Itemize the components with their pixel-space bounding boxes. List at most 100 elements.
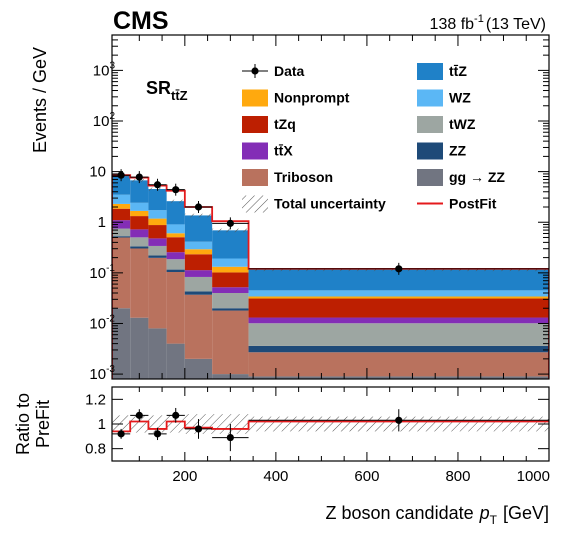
data-marker-6 <box>395 265 403 273</box>
bar-twz-bin-3 <box>166 259 185 270</box>
legend-item-left-0: Data <box>242 63 305 79</box>
legend-hatch-swatch <box>242 195 268 213</box>
legend-label: tt̄X <box>274 142 293 158</box>
bar-ggzz-bin-3 <box>166 343 185 379</box>
bar-wz-bin-5 <box>212 258 249 267</box>
ratio-marker-1 <box>135 411 143 419</box>
bar-zz-bin-5 <box>212 308 249 311</box>
series-triboson <box>112 237 549 377</box>
bar-twz-bin-4 <box>184 276 213 292</box>
bar-twz-bin-2 <box>148 245 167 256</box>
legend-item-right-0: tt̄Z <box>417 63 467 80</box>
bar-tzq-bin-1 <box>130 216 149 230</box>
legend-item-left-2: tZq <box>242 116 296 133</box>
bar-nonprompt-bin-0 <box>112 203 131 209</box>
bar-triboson-bin-3 <box>166 271 185 344</box>
y-tick-label-0: 10-3 <box>89 364 115 383</box>
ratio-y-axis-title-line1: Ratio to <box>13 393 33 455</box>
bar-tzq-bin-2 <box>148 225 167 239</box>
x-tick-label-2: 600 <box>354 468 379 485</box>
x-tick-label-0: 200 <box>172 468 197 485</box>
bar-wz-bin-6 <box>248 290 549 297</box>
uncertainty-bin-3 <box>166 199 185 203</box>
legend-swatch <box>242 142 268 160</box>
data-marker-4 <box>194 203 203 211</box>
legend-swatch <box>417 169 443 186</box>
y-tick-label-2: 10-1 <box>89 263 115 282</box>
bar-zz-bin-0 <box>112 236 131 238</box>
data-point-5 <box>212 217 249 230</box>
series-twz <box>112 228 549 346</box>
region-label: SRtt̄Z <box>146 78 188 103</box>
bar-nonprompt-bin-3 <box>166 233 185 238</box>
data-point-6 <box>248 262 549 275</box>
legend-item-right-3: ZZ <box>417 142 467 160</box>
bar-twz-bin-1 <box>130 237 149 247</box>
legend-swatch <box>417 63 443 80</box>
ratio-data-point-5 <box>212 424 249 452</box>
bar-ttz-bin-1 <box>130 180 149 203</box>
bar-tzq-bin-5 <box>212 272 249 288</box>
legend-label: tZq <box>274 116 296 132</box>
bar-triboson-bin-5 <box>212 310 249 375</box>
legend-label: PostFit <box>449 196 497 212</box>
legend-label: Triboson <box>274 169 333 185</box>
data-point-0 <box>112 169 131 182</box>
bar-nonprompt-bin-6 <box>248 296 549 299</box>
data-marker-1 <box>135 173 143 181</box>
lumi-label: 138 fb-1 (13 TeV) <box>430 13 546 33</box>
ratio-data-point-6 <box>248 409 549 432</box>
bar-tzq-bin-6 <box>248 298 549 318</box>
x-tick-label-1: 400 <box>263 468 288 485</box>
bar-ttx-bin-2 <box>148 238 167 246</box>
y-tick-label-5: 102 <box>93 111 116 130</box>
series-ttz <box>112 175 549 291</box>
y-tick-label-3: 1 <box>98 214 106 231</box>
bar-wz-bin-3 <box>166 224 185 234</box>
bar-tzq-bin-4 <box>184 254 213 271</box>
legend-label: Data <box>274 63 305 79</box>
bar-ttx-bin-1 <box>130 229 149 238</box>
main-plot-area <box>112 169 549 379</box>
data-point-1 <box>130 171 149 184</box>
ratio-data-point-4 <box>184 419 213 439</box>
legend-label: gg → ZZ <box>449 169 505 185</box>
ratio-marker-3 <box>172 411 180 419</box>
bar-ttz-bin-5 <box>212 230 249 259</box>
bar-wz-bin-0 <box>112 194 131 204</box>
bar-ttx-bin-3 <box>166 252 185 260</box>
ratio-axis-ticks: 0.8 1 1.2 200 400 600 800 1000 <box>85 387 550 485</box>
legend-item-right-1: WZ <box>417 89 471 107</box>
bar-triboson-bin-1 <box>130 248 149 318</box>
legend-label: Nonprompt <box>274 90 350 106</box>
legend-label: ZZ <box>449 143 467 159</box>
ratio-band-bin-1 <box>130 415 149 433</box>
bar-twz-bin-5 <box>212 293 249 309</box>
data-marker-5 <box>226 219 234 227</box>
data-point-3 <box>166 183 185 196</box>
y-tick-label-6: 103 <box>93 60 116 79</box>
bar-ttx-bin-6 <box>248 317 549 324</box>
data-marker-0 <box>117 171 125 179</box>
bar-zz-bin-4 <box>184 291 213 295</box>
ratio-y-tick-label-1: 1 <box>98 416 106 433</box>
legend-label: Total uncertainty <box>274 196 386 212</box>
legend-swatch <box>242 169 268 186</box>
bar-nonprompt-bin-1 <box>130 210 149 217</box>
bar-zz-bin-6 <box>248 345 549 353</box>
bar-triboson-bin-4 <box>184 294 213 359</box>
uncertainty-bin-5 <box>212 228 249 233</box>
series-ttx <box>112 220 549 324</box>
series-zz <box>112 236 549 353</box>
main-y-axis-title: Events / GeV <box>30 47 50 153</box>
bar-wz-bin-2 <box>148 210 167 219</box>
ratio-panel: 0.8 1 1.2 200 400 600 800 1000 <box>85 386 550 485</box>
y-tick-label-4: 10 <box>89 164 106 181</box>
bar-ttz-bin-4 <box>184 215 213 242</box>
data-marker-3 <box>172 186 180 194</box>
bar-zz-bin-2 <box>148 255 167 258</box>
ratio-y-tick-label-0: 0.8 <box>85 441 106 458</box>
bar-nonprompt-bin-2 <box>148 218 167 226</box>
bar-ttz-bin-3 <box>166 201 185 225</box>
